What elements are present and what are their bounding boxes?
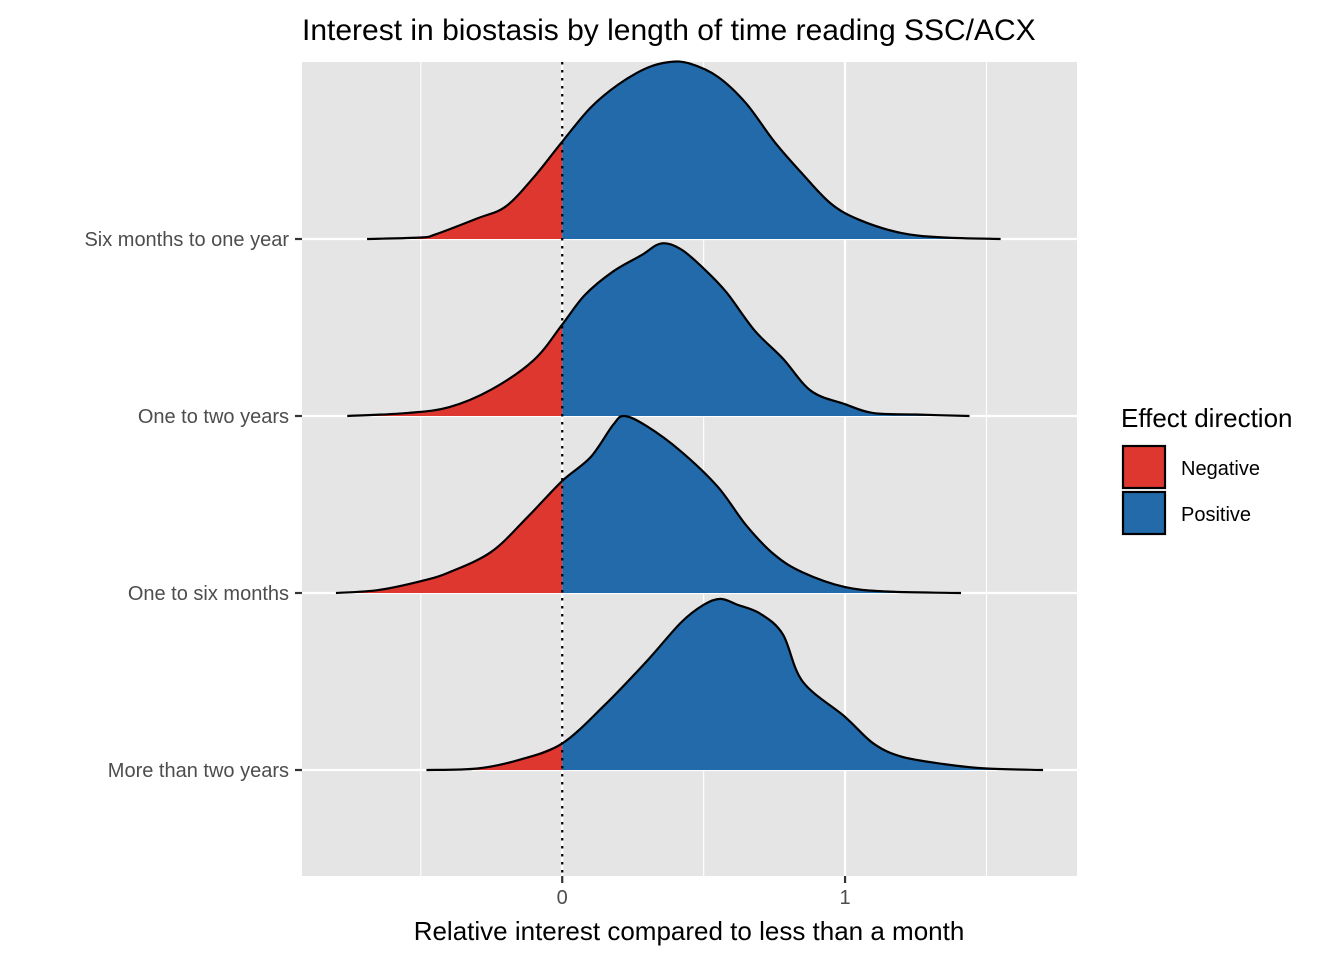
ridge-positive-area-3 (562, 598, 1044, 770)
ridge-outline-0 (367, 60, 1001, 241)
x-axis-title: Relative interest compared to less than … (414, 916, 965, 946)
legend-swatch-negative (1121, 444, 1167, 490)
legend-swatch-positive (1121, 490, 1167, 536)
ridge-outline-2 (335, 414, 962, 595)
y-tick-label-3: More than two years (108, 760, 289, 782)
legend-label-negative: Negative (1181, 458, 1260, 480)
legend: Effect direction Negative Positive (1121, 403, 1293, 536)
legend-title: Effect direction (1121, 403, 1293, 433)
ridge-positive-area-2 (562, 415, 962, 593)
density-ridges (335, 60, 1044, 772)
ridge-1 (347, 242, 970, 418)
x-tick-label-0: 0 (557, 887, 568, 909)
ridge-negative-area-2 (335, 480, 563, 593)
ridge-negative-area-1 (347, 324, 563, 416)
ridge-2 (335, 414, 962, 595)
ridge-positive-area-1 (562, 243, 970, 416)
y-tick-label-0: Six months to one year (84, 229, 289, 251)
y-tick-label-1: One to two years (138, 406, 289, 428)
ridge-0 (367, 60, 1001, 241)
x-tick-label-1: 1 (840, 887, 851, 909)
y-axis: Six months to one year One to two years On… (84, 229, 302, 782)
ridge-positive-area-0 (562, 61, 1001, 240)
ridge-negative-area-0 (367, 141, 563, 239)
ridge-negative-area-3 (426, 743, 563, 770)
y-tick-label-2: One to six months (128, 583, 289, 605)
ridge-outline-1 (347, 242, 970, 418)
legend-label-positive: Positive (1181, 504, 1251, 526)
chart-title: Interest in biostasis by length of time … (302, 14, 1036, 47)
